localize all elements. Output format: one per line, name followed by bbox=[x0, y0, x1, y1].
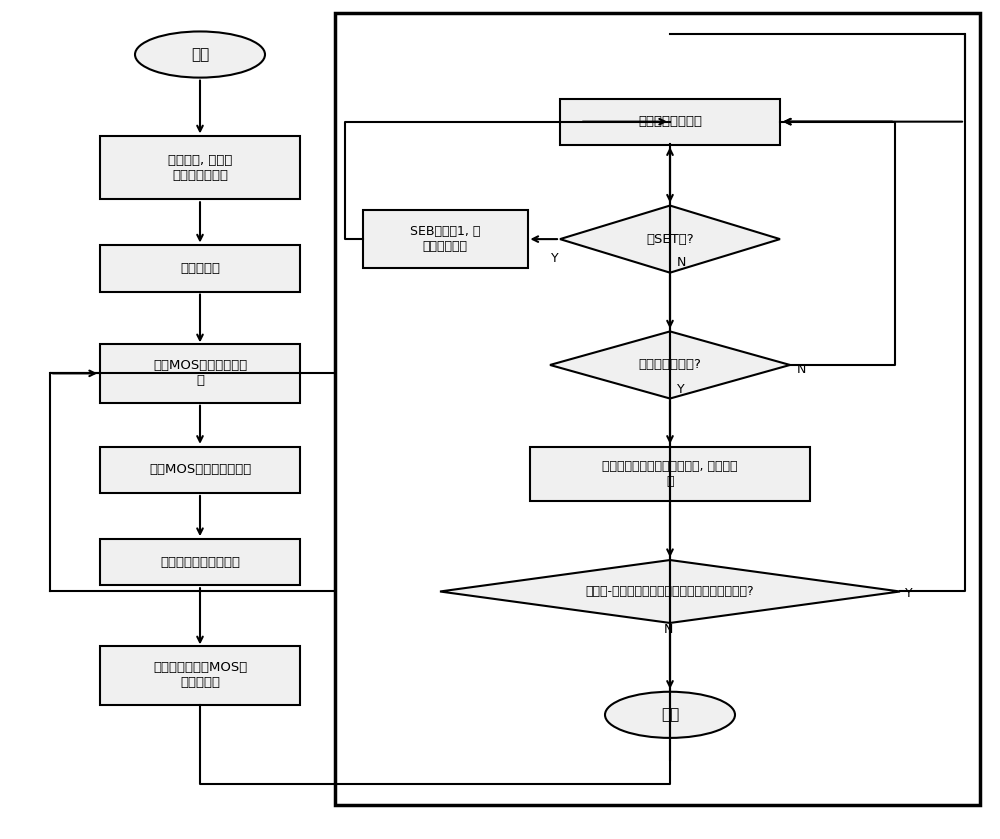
Text: 需对栅-源电压和漏源电压的另一组合进行辐照否?: 需对栅-源电压和漏源电压的另一组合进行辐照否? bbox=[586, 585, 754, 598]
Text: N: N bbox=[663, 623, 673, 635]
Text: 用高能粒子照射MOS管
的敏感位置: 用高能粒子照射MOS管 的敏感位置 bbox=[153, 661, 247, 690]
Text: 设置MOS管栅极偏置电
压: 设置MOS管栅极偏置电 压 bbox=[153, 359, 247, 388]
Text: SEB次数加1, 并
记录典型波形: SEB次数加1, 并 记录典型波形 bbox=[410, 225, 480, 253]
Text: 有SET否?: 有SET否? bbox=[646, 232, 694, 246]
Text: 结束: 结束 bbox=[661, 707, 679, 722]
Polygon shape bbox=[550, 331, 790, 399]
Text: 开帽处理, 并确定
管芯的敏感位置: 开帽处理, 并确定 管芯的敏感位置 bbox=[168, 154, 232, 182]
Polygon shape bbox=[440, 560, 900, 623]
FancyBboxPatch shape bbox=[362, 210, 528, 268]
Text: 需要停止采集否?: 需要停止采集否? bbox=[639, 358, 701, 372]
FancyBboxPatch shape bbox=[100, 539, 300, 586]
Polygon shape bbox=[560, 206, 780, 273]
FancyBboxPatch shape bbox=[100, 245, 300, 291]
Text: 设置MOS管漏极偏置电压: 设置MOS管漏极偏置电压 bbox=[149, 463, 251, 477]
FancyBboxPatch shape bbox=[100, 136, 300, 199]
FancyBboxPatch shape bbox=[100, 447, 300, 493]
FancyBboxPatch shape bbox=[530, 447, 810, 502]
Text: 控制信号采集电路使采集停止, 并停止辐
照: 控制信号采集电路使采集停止, 并停止辐 照 bbox=[602, 460, 738, 488]
FancyBboxPatch shape bbox=[100, 646, 300, 705]
FancyBboxPatch shape bbox=[560, 99, 780, 144]
Text: Y: Y bbox=[551, 252, 559, 264]
Ellipse shape bbox=[135, 31, 265, 78]
Text: 选择辐射源: 选择辐射源 bbox=[180, 262, 220, 275]
FancyBboxPatch shape bbox=[100, 344, 300, 403]
Text: N: N bbox=[797, 362, 806, 376]
Text: 开始: 开始 bbox=[191, 47, 209, 62]
Text: Y: Y bbox=[905, 586, 913, 600]
Text: Y: Y bbox=[677, 383, 685, 395]
Text: N: N bbox=[677, 256, 686, 268]
Text: 信号采集电路开始工作: 信号采集电路开始工作 bbox=[160, 555, 240, 569]
Text: 信号采集电路采集: 信号采集电路采集 bbox=[638, 115, 702, 128]
Ellipse shape bbox=[605, 691, 735, 738]
